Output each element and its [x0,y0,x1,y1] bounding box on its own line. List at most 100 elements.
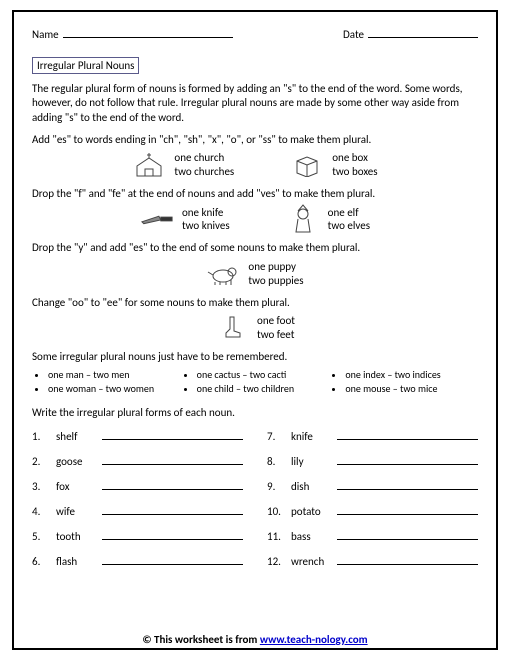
exercise-blank[interactable] [102,504,243,515]
example-foot: one foot two feet [215,314,295,342]
exercise-item: 11. bass [267,529,478,543]
example-elf: one elf two elves [286,205,370,233]
exercise-num: 1. [32,430,50,443]
exercise-item: 6. flash [32,554,243,568]
exercise-grid: 1.shelf2.goose3.fox4.wife5.tooth6.flash … [32,429,478,579]
puppy-s: one puppy [248,260,303,274]
rule-ves: Drop the "f" and "fe" at the end of noun… [32,187,478,201]
example-box: one box two boxes [290,151,377,179]
church-p: two churches [174,165,234,179]
list-item: one mouse – two mice [345,382,478,396]
remember-col-1: one man – two men one woman – two women [32,368,181,396]
list-item: one cactus – two cacti [197,368,330,382]
exercise-item: 8. lily [267,454,478,468]
puppy-p: two puppies [248,274,303,288]
exercise-blank[interactable] [102,429,243,440]
church-icon [132,151,166,179]
page-border: Name Date Irregular Plural Nouns The reg… [12,10,498,650]
exercise-blank[interactable] [102,454,243,465]
exercise-item: 10. potato [267,504,478,518]
rule-ies: Drop the "y" and add "es" to the end of … [32,241,478,255]
exercise-num: 10. [267,505,285,518]
exercise-num: 4. [32,505,50,518]
exercise-num: 7. [267,430,285,443]
list-item: one woman – two women [48,382,181,396]
exercise-blank[interactable] [102,554,243,565]
remember-col-2: one cactus – two cacti one child – two c… [181,368,330,396]
remember-col-3: one index – two indices one mouse – two … [329,368,478,396]
footer: © This worksheet is from www.teach-nolog… [14,633,496,646]
exercise-num: 11. [267,530,285,543]
name-blank[interactable] [63,26,233,38]
example-row-ee: one foot two feet [32,314,478,342]
exercise-item: 7. knife [267,429,478,443]
page-title: Irregular Plural Nouns [37,59,134,72]
exercise-num: 12. [267,555,285,568]
date-blank[interactable] [368,26,478,38]
puppy-icon [206,260,240,288]
knife-p: two knives [182,219,230,233]
example-puppy: one puppy two puppies [206,260,303,288]
exercise-blank[interactable] [337,529,478,540]
remember-list: one man – two men one woman – two women … [32,368,478,396]
date-field: Date [343,26,478,41]
date-label: Date [343,28,364,41]
exercise-word: lily [291,455,331,468]
foot-icon [215,314,249,342]
exercise-num: 5. [32,530,50,543]
exercise-item: 1.shelf [32,429,243,443]
exercise-word: knife [291,430,331,443]
exercise-blank[interactable] [337,504,478,515]
exercise-word: fox [56,480,96,493]
exercise-word: potato [291,505,331,518]
rule-es: Add "es" to words ending in "ch", "sh", … [32,133,478,147]
exercise-num: 2. [32,455,50,468]
name-label: Name [32,28,59,41]
exercise-item: 9. dish [267,479,478,493]
foot-p: two feet [257,328,295,342]
exercise-item: 12.wrench [267,554,478,568]
exercise-blank[interactable] [102,529,243,540]
church-s: one church [174,151,234,165]
title-box: Irregular Plural Nouns [32,57,139,74]
box-s: one box [332,151,377,165]
exercise-word: tooth [56,530,96,543]
footer-prefix: © This worksheet is from [142,633,259,646]
exercise-num: 6. [32,555,50,568]
example-row-es: one church two churches one box two boxe… [32,151,478,179]
exercise-word: flash [56,555,96,568]
exercise-word: goose [56,455,96,468]
example-row-ves: one knife two knives one elf two elves [32,205,478,233]
exercise-col-left: 1.shelf 2. goose 3. fox 4.wife 5. tooth 6. flash [32,429,243,579]
exercise-blank[interactable] [337,429,478,440]
intro-text: The regular plural form of nouns is form… [32,82,478,125]
exercise-item: 4.wife [32,504,243,518]
exercise-word: dish [291,480,331,493]
exercise-blank[interactable] [337,554,478,565]
exercise-num: 8. [267,455,285,468]
example-knife: one knife two knives [140,205,230,233]
exercise-word: bass [291,530,331,543]
footer-link[interactable]: www.teach-nology.com [260,633,368,646]
exercise-num: 3. [32,480,50,493]
header: Name Date [32,26,478,41]
elf-s: one elf [328,206,370,220]
exercise-item: 2. goose [32,454,243,468]
exercise-blank[interactable] [337,454,478,465]
exercise-col-right: 7. knife 8. lily 9. dish 10. potato 11. bass 12.wr… [267,429,478,579]
exercise-intro: Write the irregular plural forms of each… [32,406,478,419]
exercise-blank[interactable] [337,479,478,490]
list-item: one child – two children [197,382,330,396]
list-item: one index – two indices [345,368,478,382]
rule-remember: Some irregular plural nouns just have to… [32,350,478,364]
name-field: Name [32,26,233,41]
rule-ee: Change "oo" to "ee" for some nouns to ma… [32,296,478,310]
elf-p: two elves [328,219,370,233]
example-row-ies: one puppy two puppies [32,260,478,288]
exercise-item: 3. fox [32,479,243,493]
knife-s: one knife [182,206,230,220]
elf-icon [286,205,320,233]
exercise-num: 9. [267,480,285,493]
exercise-blank[interactable] [102,479,243,490]
example-church: one church two churches [132,151,234,179]
